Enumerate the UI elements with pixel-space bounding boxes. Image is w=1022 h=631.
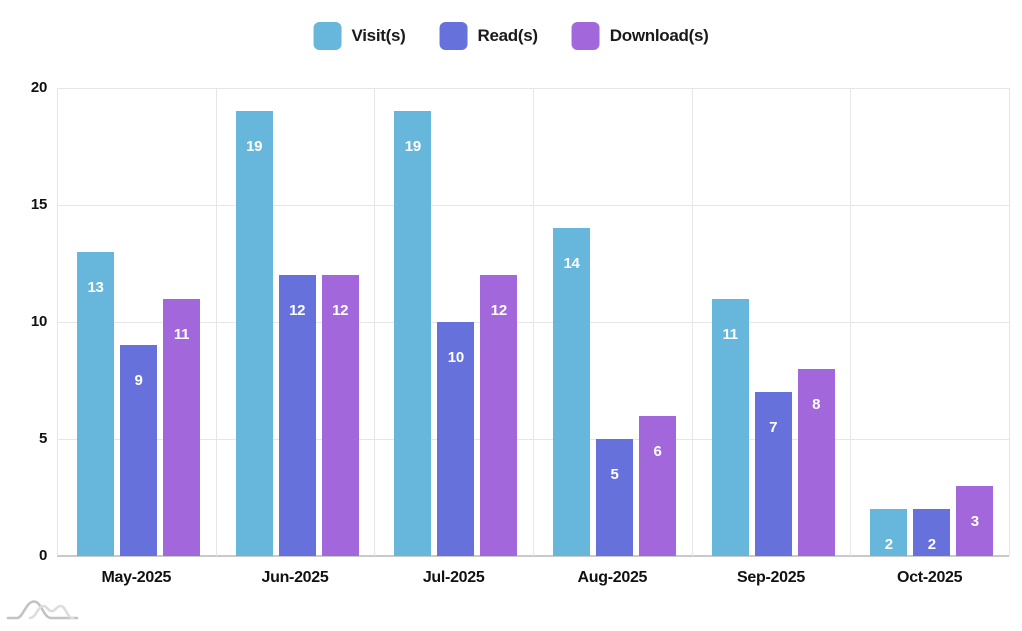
x-tick-label: Sep-2025 <box>737 569 805 586</box>
bar-value-label: 12 <box>289 302 306 320</box>
y-tick-label: 10 <box>30 313 47 330</box>
bar-downloads[interactable]: 11 <box>163 298 200 556</box>
legend-label: Visit(s) <box>351 26 406 45</box>
bar-reads[interactable]: 5 <box>596 439 633 556</box>
bar-reads[interactable]: 12 <box>278 275 316 556</box>
bar-visits[interactable]: 19 <box>394 111 432 556</box>
y-tick-label: 15 <box>30 196 47 213</box>
bar-value-label: 12 <box>490 302 507 320</box>
x-tick-label: Oct-2025 <box>897 569 963 586</box>
gridline-vertical <box>1009 88 1010 556</box>
x-tick-label: Jul-2025 <box>422 569 485 586</box>
bar-visits[interactable]: 14 <box>553 228 590 556</box>
bar-downloads[interactable]: 3 <box>956 485 994 556</box>
y-tick-label: 20 <box>30 79 47 96</box>
legend-label: Read(s) <box>477 26 539 45</box>
bar-reads[interactable]: 7 <box>754 392 792 556</box>
gridline-vertical <box>57 88 58 556</box>
bar-downloads[interactable]: 12 <box>321 275 359 556</box>
x-axis-line <box>57 555 1009 557</box>
legend-swatch-icon <box>571 22 600 50</box>
legend-label: Download(s) <box>609 26 709 45</box>
bar-downloads[interactable]: 6 <box>639 415 676 556</box>
bar-downloads[interactable]: 12 <box>480 275 518 556</box>
x-tick-label: Jun-2025 <box>261 569 329 586</box>
x-tick-label: May-2025 <box>101 569 172 586</box>
chart-legend: Visit(s) Read(s) Download(s) <box>313 22 709 50</box>
bar-reads[interactable]: 9 <box>120 345 157 556</box>
gridline-vertical <box>533 88 534 556</box>
bar-value-label: 6 <box>653 442 662 460</box>
bar-value-label: 9 <box>134 372 143 390</box>
y-tick-label: 5 <box>38 430 47 447</box>
bar-value-label: 13 <box>87 278 104 296</box>
bar-reads[interactable]: 10 <box>437 322 475 556</box>
amcharts-waves-icon <box>6 600 79 620</box>
gridline-vertical <box>374 88 376 556</box>
legend-swatch-icon <box>439 22 468 50</box>
bar-value-label: 14 <box>563 255 580 273</box>
bar-value-label: 19 <box>404 138 421 156</box>
bar-value-label: 3 <box>970 512 979 530</box>
bar-visits[interactable]: 13 <box>77 251 114 556</box>
bar-value-label: 10 <box>447 349 464 366</box>
bar-value-label: 11 <box>722 325 739 343</box>
gridline-vertical <box>691 88 693 556</box>
legend-item-downloads[interactable]: Download(s) <box>571 22 709 50</box>
bar-downloads[interactable]: 8 <box>797 368 835 556</box>
gridline-vertical <box>850 88 852 556</box>
bar-value-label: 7 <box>769 419 778 437</box>
bar-value-label: 11 <box>173 325 190 343</box>
bar-reads[interactable]: 2 <box>913 509 951 556</box>
bar-value-label: 2 <box>884 536 893 554</box>
legend-item-reads[interactable]: Read(s) <box>439 22 539 50</box>
bar-visits[interactable]: 19 <box>235 111 273 556</box>
bar-value-label: 12 <box>332 302 349 320</box>
amcharts-watermark-logo[interactable] <box>5 595 81 625</box>
y-tick-label: 0 <box>38 547 47 564</box>
legend-swatch-icon <box>313 22 342 50</box>
bar-value-label: 19 <box>246 138 263 156</box>
legend-item-visits[interactable]: Visit(s) <box>313 22 406 50</box>
gridline-vertical <box>215 88 217 556</box>
bar-value-label: 2 <box>927 536 936 554</box>
bar-visits[interactable]: 11 <box>711 298 749 556</box>
bar-value-label: 5 <box>610 466 619 483</box>
bar-value-label: 8 <box>812 395 821 413</box>
x-tick-label: Aug-2025 <box>577 569 648 586</box>
bar-visits[interactable]: 2 <box>870 509 908 556</box>
